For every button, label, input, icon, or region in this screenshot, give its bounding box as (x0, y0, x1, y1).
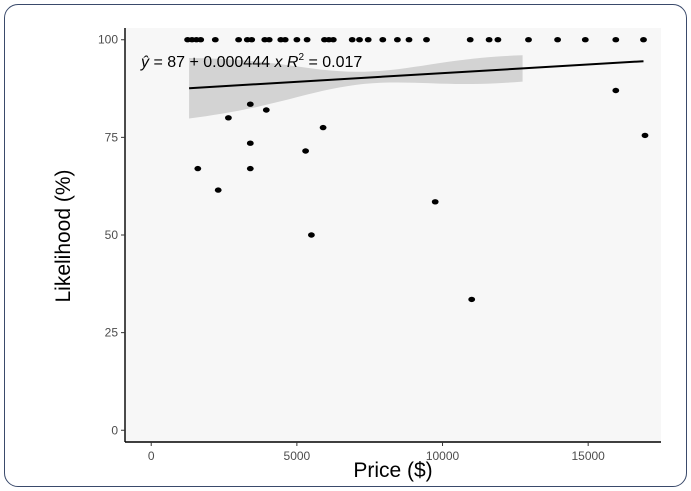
data-point (423, 37, 430, 43)
data-point (640, 37, 647, 43)
y-tick-label: 50 (105, 228, 119, 242)
confidence-band (189, 55, 523, 119)
data-point (308, 232, 315, 238)
data-point (246, 101, 254, 107)
data-point (319, 124, 327, 131)
data-point (379, 37, 387, 43)
data-point (494, 37, 502, 43)
data-point (612, 37, 620, 43)
x-axis-title: Price ($) (353, 459, 432, 482)
data-point (581, 37, 589, 43)
trend-line (189, 60, 644, 90)
x-tick-label: 15000 (571, 449, 605, 463)
y-tick-label: 0 (111, 423, 118, 437)
chart-frame: 0 5000 10000 15000 0 25 50 75 100 ŷ = 87 + 0.00… (4, 4, 687, 487)
data-point (281, 37, 289, 43)
x-tick-label: 0 (148, 449, 155, 463)
data-point (197, 37, 205, 43)
data-point (612, 87, 620, 94)
x-tick-label: 10000 (426, 449, 460, 463)
data-point (225, 115, 232, 121)
y-tick-label: 75 (105, 130, 119, 144)
trend-line-layer (189, 60, 644, 90)
y-ticks-layer: 0 25 50 75 100 (98, 33, 125, 437)
data-points-layer (184, 37, 649, 303)
data-point (265, 37, 273, 43)
data-point (405, 37, 413, 43)
data-point (554, 37, 561, 43)
data-point (641, 132, 649, 139)
data-point (348, 37, 356, 43)
x-ticks-layer: 0 5000 10000 15000 (148, 442, 605, 463)
data-point (214, 187, 222, 193)
equation-label: ŷ = 87 + 0.000444 x R2 = 0.017 (140, 52, 362, 71)
data-point (246, 140, 254, 146)
y-tick-label: 25 (105, 326, 119, 340)
data-point (431, 199, 439, 205)
data-point (194, 165, 202, 172)
data-point (248, 37, 256, 43)
data-point (211, 37, 219, 43)
y-tick-label: 100 (98, 33, 118, 47)
data-point (293, 37, 301, 43)
data-point (302, 148, 309, 154)
data-point (466, 37, 474, 43)
data-point (303, 37, 311, 43)
data-point (262, 107, 270, 113)
data-point (356, 37, 363, 43)
data-point (235, 37, 243, 43)
data-point (394, 37, 401, 43)
data-point (525, 37, 532, 43)
data-point (485, 37, 493, 43)
confidence-band-layer (189, 55, 523, 119)
x-tick-label: 5000 (284, 449, 311, 463)
data-point (246, 165, 254, 172)
data-point (329, 37, 337, 43)
data-point (364, 37, 372, 43)
scatter-chart: 0 5000 10000 15000 0 25 50 75 100 ŷ = 87 + 0.00… (52, 28, 661, 482)
data-point (468, 296, 476, 303)
y-axis-title: Likelihood (%) (52, 169, 75, 302)
